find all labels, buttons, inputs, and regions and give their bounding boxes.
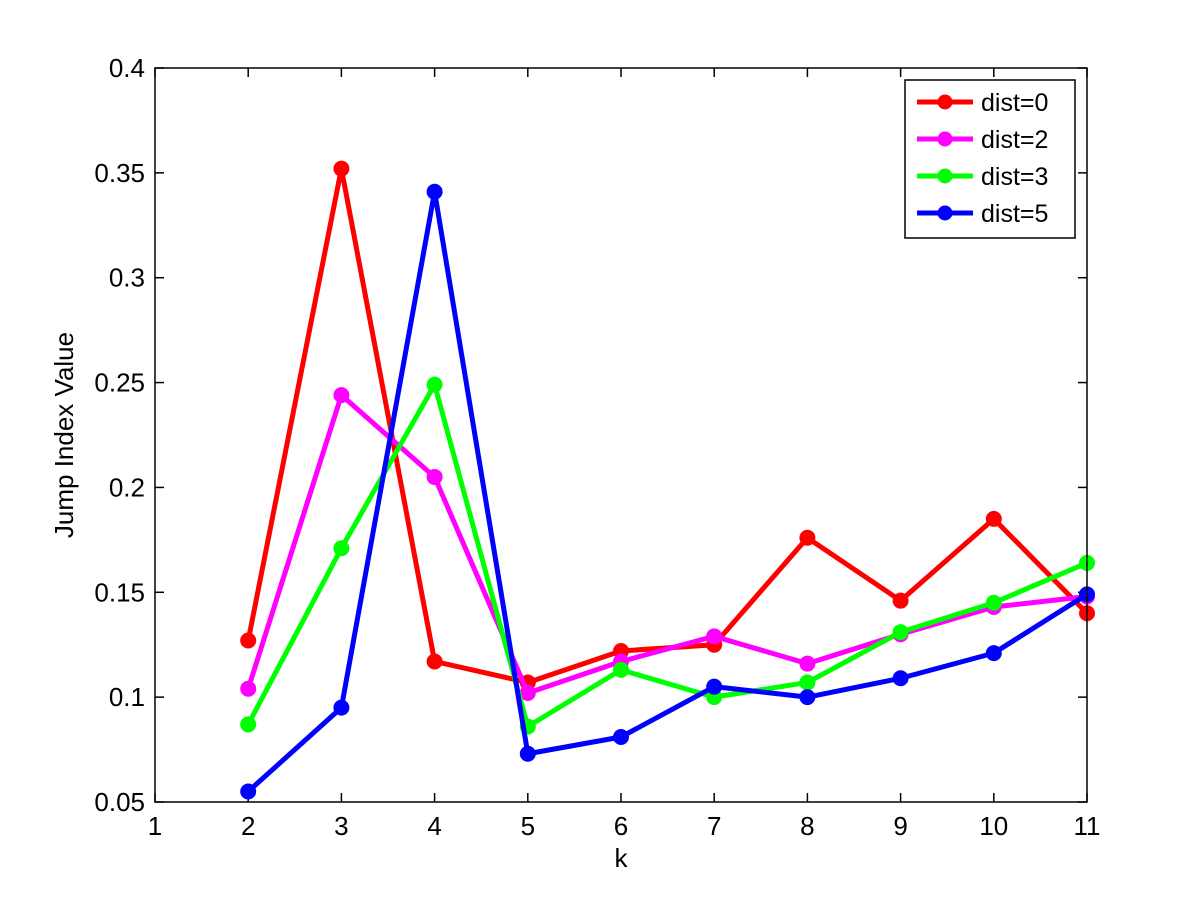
data-point (985, 594, 1002, 611)
data-point (799, 689, 816, 706)
legend-entry: dist=0 (917, 89, 1048, 117)
data-point (426, 183, 443, 200)
legend-label: dist=2 (981, 126, 1048, 154)
legend-label: dist=5 (981, 200, 1048, 228)
y-axis-label: Jump Index Value (49, 332, 79, 538)
x-tick-label: 10 (979, 811, 1008, 841)
legend-entry: dist=2 (917, 126, 1048, 154)
y-tick-label: 0.2 (109, 472, 145, 502)
x-tick-label: 4 (427, 811, 441, 841)
y-tick-label: 0.15 (94, 577, 145, 607)
legend-swatch-marker (937, 205, 953, 221)
x-tick-label: 1 (148, 811, 162, 841)
data-point (240, 783, 257, 800)
legend-label: dist=0 (981, 89, 1048, 117)
series-dist=5 (240, 183, 1095, 800)
data-point (613, 661, 629, 678)
legend-entry: dist=3 (917, 163, 1048, 191)
data-point (426, 653, 443, 670)
series-layer (240, 160, 1095, 800)
plot-frame (154, 67, 1088, 803)
data-point (706, 628, 723, 645)
data-point (706, 678, 723, 695)
y-tick-label: 0.1 (109, 682, 145, 712)
data-point (892, 592, 909, 609)
x-tick-label: 7 (707, 811, 721, 841)
data-point (519, 745, 536, 762)
data-point (985, 645, 1002, 662)
legend-swatch-marker (937, 94, 953, 110)
data-point (240, 716, 257, 733)
data-point (613, 728, 629, 745)
data-point (240, 680, 257, 697)
x-tick-label: 3 (334, 811, 348, 841)
data-point (985, 510, 1002, 527)
y-tick-label: 0.4 (109, 53, 145, 83)
y-tick-label: 0.25 (94, 368, 145, 398)
data-point (426, 376, 443, 393)
data-point (892, 670, 909, 687)
x-axis-label: k (615, 843, 629, 873)
y-tick-label: 0.35 (94, 158, 145, 188)
data-point (333, 387, 350, 404)
data-point (333, 699, 350, 716)
axis-ticks: 1 2 3 4 5 6 7 8 9 10 11 0.05 0.1 0.15 0.2 0.25 0.3 0.35 0.… (94, 53, 1100, 841)
legend: dist=0 dist=2 dist=3 dist=5 (904, 79, 1076, 239)
data-point (799, 674, 816, 691)
data-point (892, 624, 909, 641)
data-point (426, 468, 443, 485)
series-dist=3 (240, 376, 1095, 735)
y-tick-label: 0.05 (94, 787, 145, 817)
data-point (333, 540, 350, 557)
data-point (799, 529, 816, 546)
x-tick-label: 6 (614, 811, 628, 841)
y-tick-label: 0.3 (109, 263, 145, 293)
series-line (245, 189, 1090, 795)
data-point (799, 655, 816, 672)
data-point (240, 632, 257, 649)
series-line (245, 382, 1090, 730)
data-point (333, 160, 350, 177)
x-tick-label: 9 (893, 811, 907, 841)
legend-entry: dist=5 (917, 200, 1048, 228)
x-tick-label: 5 (521, 811, 535, 841)
x-tick-label: 2 (241, 811, 255, 841)
x-tick-label: 11 (1074, 811, 1101, 841)
legend-label: dist=3 (981, 163, 1048, 191)
legend-swatch-marker (937, 131, 953, 147)
x-tick-label: 8 (800, 811, 814, 841)
legend-swatch-marker (937, 168, 953, 184)
